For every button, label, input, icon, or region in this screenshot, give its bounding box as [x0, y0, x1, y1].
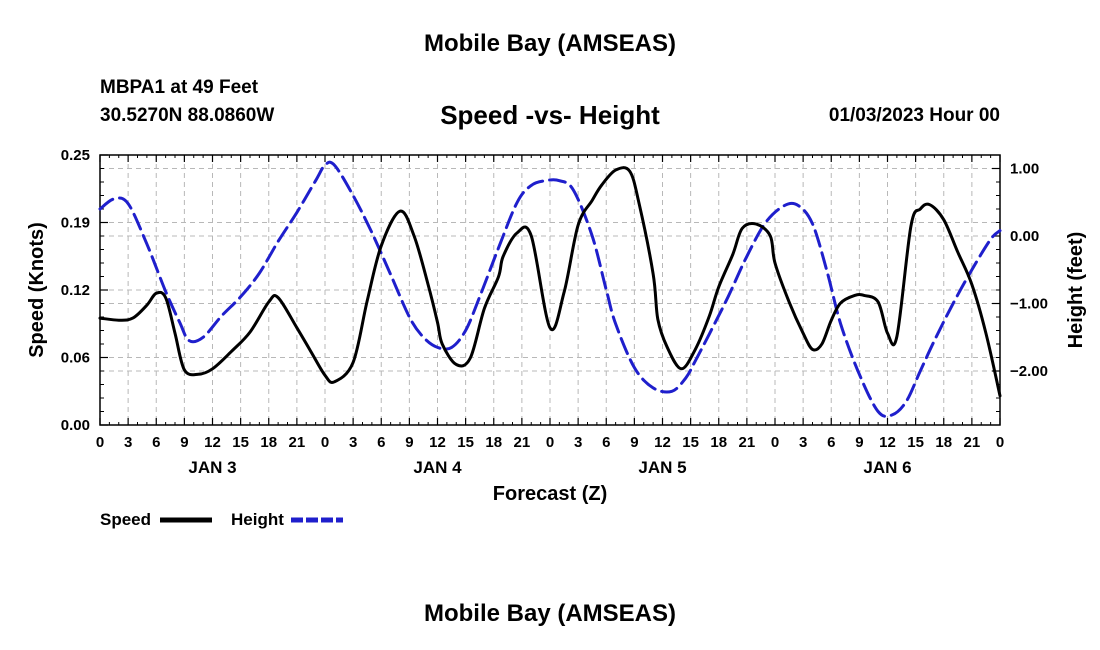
x-tick-label: 18 [260, 434, 277, 451]
y-right-tick-label: −2.00 [1010, 363, 1048, 380]
x-tick-label: 6 [602, 434, 610, 451]
x-tick-label: 6 [377, 434, 385, 451]
x-tick-label: 15 [232, 434, 249, 451]
x-tick-label: 18 [710, 434, 727, 451]
repeat-title: Mobile Bay (AMSEAS) [423, 600, 677, 627]
x-tick-label: 6 [827, 434, 835, 451]
main-title: Mobile Bay (AMSEAS) [423, 30, 677, 57]
x-tick-label: 0 [996, 434, 1004, 451]
legend-label-height: Height [231, 510, 284, 529]
x-tick-label: 6 [152, 434, 160, 451]
x-tick-label: 15 [457, 434, 474, 451]
x-axis-label: Forecast (Z) [493, 483, 607, 505]
x-tick-label: 3 [349, 434, 357, 451]
speed-series-line [98, 166, 1002, 398]
y-left-tick-label: 0.06 [61, 350, 90, 367]
x-tick-label: 21 [514, 434, 531, 451]
x-tick-label: 15 [907, 434, 924, 451]
x-tick-label: 21 [289, 434, 306, 451]
coordinates-label: 30.5270N 88.0860W [100, 105, 275, 126]
day-label: JAN 3 [188, 458, 236, 477]
x-tick-label: 9 [855, 434, 863, 451]
x-tick-label: 9 [180, 434, 188, 451]
x-tick-label: 12 [879, 434, 896, 451]
series-layer [98, 160, 1002, 418]
labels-layer: 0 3 6 9 12 15 18 21 0 3 6 9 12 15 18 21 0 3 6 9 12 15 18 21 0 3 6 9… [61, 147, 1048, 477]
x-tick-label: 3 [799, 434, 807, 451]
x-tick-label: 0 [321, 434, 329, 451]
y-right-tick-label: 0.00 [1010, 228, 1039, 245]
x-tick-label: 0 [96, 434, 104, 451]
x-tick-label: 9 [630, 434, 638, 451]
day-label: JAN 6 [863, 458, 911, 477]
x-tick-label: 3 [124, 434, 132, 451]
height-series-line [98, 160, 1002, 418]
x-tick-label: 12 [429, 434, 446, 451]
chart-subtitle: Speed -vs- Height [440, 100, 660, 130]
y-left-tick-label: 0.25 [61, 147, 90, 164]
y-left-tick-label: 0.12 [61, 282, 90, 299]
x-tick-label: 18 [485, 434, 502, 451]
y-right-tick-label: 1.00 [1010, 161, 1039, 178]
x-tick-label: 3 [574, 434, 582, 451]
x-tick-label: 12 [654, 434, 671, 451]
right-axis-label: Height (feet) [1065, 232, 1087, 349]
station-label: MBPA1 at 49 Feet [100, 77, 259, 98]
y-left-tick-label: 0.00 [61, 417, 90, 434]
y-left-tick-label: 0.19 [61, 215, 90, 232]
x-tick-label: 21 [739, 434, 756, 451]
x-tick-label: 18 [935, 434, 952, 451]
left-axis-label: Speed (Knots) [26, 222, 48, 358]
x-tick-label: 15 [682, 434, 699, 451]
ticks-layer [99, 154, 1001, 426]
run-time-label: 01/03/2023 Hour 00 [828, 105, 1000, 126]
day-label: JAN 4 [413, 458, 462, 477]
x-tick-label: 21 [964, 434, 981, 451]
x-tick-label: 9 [405, 434, 413, 451]
x-tick-label: 0 [771, 434, 779, 451]
x-tick-label: 0 [546, 434, 554, 451]
day-label: JAN 5 [638, 458, 686, 477]
legend: Speed Height [100, 510, 343, 529]
x-tick-label: 12 [204, 434, 221, 451]
legend-label-speed: Speed [100, 510, 151, 529]
y-right-tick-label: −1.00 [1010, 296, 1048, 313]
